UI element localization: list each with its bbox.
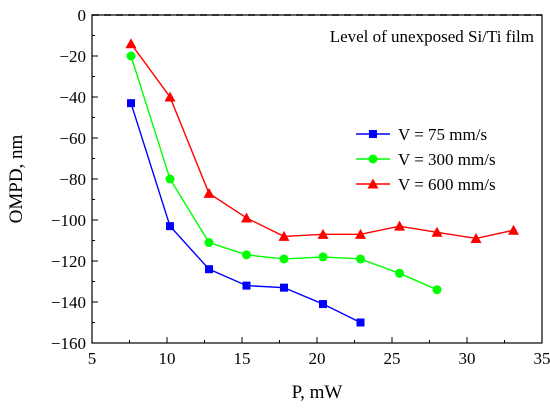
x-tick-label: 5 xyxy=(88,349,97,368)
triangle-marker xyxy=(317,228,329,239)
legend-entry-1: V = 75 mm/s xyxy=(356,125,487,144)
series-1 xyxy=(127,99,365,327)
legend-label: V = 600 mm/s xyxy=(398,175,496,194)
y-tick-label: −80 xyxy=(59,170,86,189)
circle-marker xyxy=(279,254,289,264)
circle-marker xyxy=(395,268,404,278)
x-tick-label: 30 xyxy=(459,349,476,368)
y-tick-label: −100 xyxy=(51,211,86,230)
y-tick-label: −140 xyxy=(51,293,86,312)
y-axis-label: OMPD, nm xyxy=(6,134,27,223)
square-marker xyxy=(205,265,213,274)
triangle-marker xyxy=(125,38,137,49)
legend-entry-2: V = 300 mm/s xyxy=(356,150,496,169)
circle-marker xyxy=(126,51,136,61)
square-marker xyxy=(242,281,251,290)
triangle-marker xyxy=(470,232,482,243)
triangle-marker xyxy=(278,230,290,241)
circle-marker xyxy=(318,252,328,262)
square-marker xyxy=(369,130,377,138)
circle-marker xyxy=(165,174,175,184)
circle-marker xyxy=(204,238,214,248)
circle-marker xyxy=(368,154,378,164)
x-tick-label: 10 xyxy=(159,349,176,368)
legend-label: V = 300 mm/s xyxy=(398,150,496,169)
unexposed-level-annotation: Level of unexposed Si/Ti film xyxy=(330,27,534,46)
y-tick-label: −160 xyxy=(51,334,86,353)
square-marker xyxy=(127,99,135,108)
circle-marker xyxy=(356,254,365,264)
circle-marker xyxy=(432,285,442,295)
triangle-marker xyxy=(367,178,379,189)
y-tick-label: 0 xyxy=(78,6,87,25)
x-tick-label: 20 xyxy=(309,349,326,368)
series-3 xyxy=(125,38,519,243)
triangle-marker xyxy=(241,212,252,223)
square-marker xyxy=(166,222,174,231)
triangle-marker xyxy=(394,220,405,231)
triangle-marker xyxy=(164,91,176,102)
series-2 xyxy=(126,51,442,295)
triangle-marker xyxy=(203,187,215,198)
y-tick-label: −60 xyxy=(59,129,86,148)
legend-entry-3: V = 600 mm/s xyxy=(356,175,496,194)
x-tick-label: 25 xyxy=(384,349,401,368)
triangle-marker xyxy=(431,226,443,237)
x-tick-label: 15 xyxy=(234,349,251,368)
square-marker xyxy=(280,283,288,292)
y-tick-label: −40 xyxy=(59,88,86,107)
legend-label: V = 75 mm/s xyxy=(398,125,487,144)
x-tick-label: 35 xyxy=(534,349,550,368)
triangle-marker xyxy=(508,224,519,235)
square-marker xyxy=(356,318,365,327)
y-tick-label: −20 xyxy=(59,47,86,66)
square-marker xyxy=(319,300,327,309)
x-axis-label: P, mW xyxy=(292,382,343,403)
triangle-marker xyxy=(355,228,366,239)
y-tick-label: −120 xyxy=(51,252,86,271)
circle-marker xyxy=(242,250,251,260)
